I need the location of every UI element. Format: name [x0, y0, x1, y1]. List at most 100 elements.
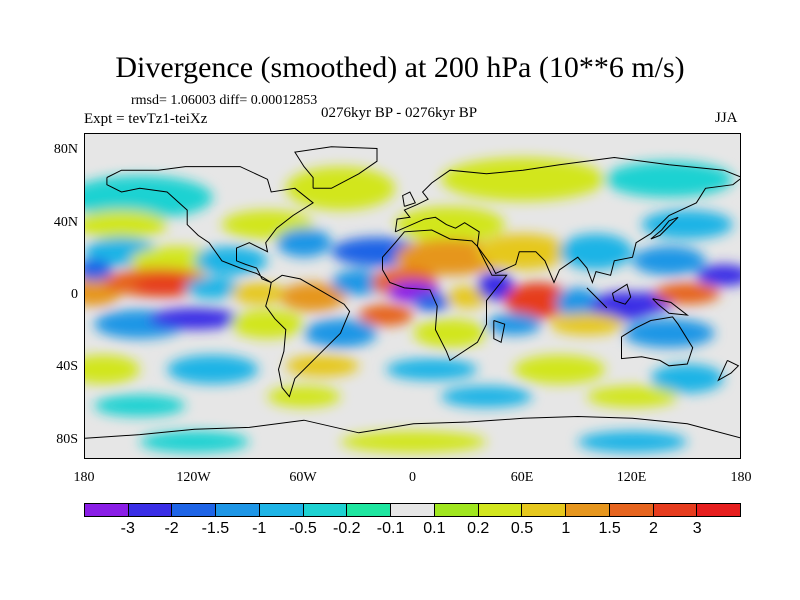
divergence-contour-region	[231, 309, 304, 339]
divergence-contour-region	[148, 307, 241, 330]
divergence-contour-region	[267, 385, 341, 408]
divergence-contour-region	[130, 246, 222, 276]
divergence-contour-region	[413, 318, 487, 348]
lon-tick-label: 120E	[616, 470, 647, 485]
divergence-contour-region	[477, 271, 514, 301]
plot-title: Divergence (smoothed) at 200 hPa (10**6 …	[115, 51, 685, 84]
colorbar-label: 0.2	[467, 520, 490, 537]
divergence-contour-region	[94, 394, 186, 417]
divergence-contour-region	[559, 233, 633, 270]
colorbar-label: 1.5	[598, 520, 621, 537]
divergence-contour-region	[577, 431, 688, 453]
divergence-contour-region	[85, 175, 213, 220]
divergence-contour-region	[331, 269, 387, 296]
divergence-contour-region	[340, 431, 487, 453]
divergence-map	[85, 134, 740, 458]
colorbar-label: -0.5	[289, 520, 317, 537]
coastline	[650, 216, 679, 240]
coastline	[294, 146, 378, 189]
colorbar-swatch	[303, 504, 348, 516]
colorbar-label: -1	[252, 520, 267, 537]
divergence-contour-region	[632, 246, 706, 276]
coastline	[586, 287, 608, 309]
colorbar-label: 0.5	[510, 520, 534, 537]
divergence-contour-region	[85, 210, 168, 240]
lon-tick-label: 120W	[176, 470, 211, 485]
colorbar-swatch	[478, 504, 523, 516]
lat-tick-label: 40N	[53, 214, 78, 230]
season-label: JJA	[715, 110, 738, 126]
divergence-contour-region	[513, 354, 606, 384]
coastline	[382, 229, 508, 362]
lat-tick-label: 0	[71, 287, 78, 302]
colorbar-label: 1	[561, 520, 571, 537]
coastline	[493, 320, 506, 344]
colorbar-swatch	[697, 504, 741, 516]
divergence-contour-region	[486, 313, 542, 336]
divergence-contour-region	[555, 287, 600, 317]
divergence-contour-region	[231, 282, 286, 305]
divergence-contour-region	[413, 293, 450, 312]
lon-tick-label: 0	[409, 470, 416, 485]
colorbar-swatch	[653, 504, 698, 516]
experiment-label: Expt = tevTz1-teiXz	[84, 111, 208, 127]
divergence-contour-region	[605, 161, 733, 198]
divergence-contour-region	[276, 228, 332, 258]
divergence-contour-region	[185, 277, 241, 299]
colorbar-swatch	[609, 504, 654, 516]
colorbar-label: 3	[692, 520, 702, 537]
colorbar-label: -1.5	[201, 520, 230, 537]
lat-tick-label: 80N	[53, 142, 78, 158]
colorbar-label: 2	[648, 520, 658, 537]
lon-tick-label: 60W	[289, 470, 317, 485]
colorbar-swatch	[85, 504, 129, 516]
colorbar	[84, 503, 741, 517]
colorbar-swatch	[259, 504, 304, 516]
lat-tick-label: 80S	[56, 431, 78, 447]
coastline	[621, 316, 694, 367]
colorbar-label: 0.1	[423, 520, 446, 537]
divergence-contour-region	[85, 354, 140, 384]
colorbar-swatch	[566, 504, 610, 516]
divergence-contour-region	[440, 385, 533, 408]
coastline	[265, 274, 351, 398]
colorbar-label: -2	[164, 520, 179, 537]
coastline	[106, 166, 314, 283]
coastline	[394, 156, 740, 284]
divergence-contour-region	[85, 258, 113, 281]
lon-tick-label: 60E	[510, 470, 534, 485]
divergence-contour-region	[395, 239, 505, 276]
colorbar-swatch	[347, 504, 392, 516]
coastline	[717, 359, 740, 382]
colorbar-label: -0.2	[333, 520, 361, 537]
divergence-contour-region	[654, 282, 721, 305]
colorbar-label: -3	[120, 520, 135, 537]
divergence-contour-region	[386, 358, 478, 381]
divergence-contour-region	[550, 313, 624, 336]
divergence-contour-region	[134, 275, 200, 297]
divergence-contour-region	[504, 282, 571, 319]
colorbar-label: -0.1	[376, 520, 405, 537]
stats-text: rmsd= 1.06003 diff= 0.00012853	[131, 93, 318, 108]
colorbar-swatch	[434, 504, 479, 516]
divergence-contour-region	[194, 246, 268, 276]
coastline	[611, 283, 632, 305]
coastline	[402, 191, 417, 207]
lon-tick-label: 180	[730, 470, 752, 485]
divergence-contour-region	[395, 206, 505, 243]
divergence-contour-region	[285, 166, 396, 211]
colorbar-swatch	[128, 504, 173, 516]
divergence-contour-region	[280, 282, 346, 312]
coastline	[652, 298, 689, 316]
lon-tick-label: 180	[73, 470, 95, 485]
divergence-contour-region	[696, 264, 740, 287]
divergence-contour-region	[139, 431, 250, 453]
divergence-contour-region	[650, 364, 724, 393]
colorbar-swatch	[522, 504, 567, 516]
colorbar-swatch	[216, 504, 260, 516]
divergence-contour-region	[440, 157, 606, 202]
coastline	[85, 415, 740, 439]
period-label: 0276kyr BP - 0276kyr BP	[321, 105, 478, 121]
divergence-contour-region	[623, 318, 715, 348]
colorbar-swatch	[172, 504, 217, 516]
